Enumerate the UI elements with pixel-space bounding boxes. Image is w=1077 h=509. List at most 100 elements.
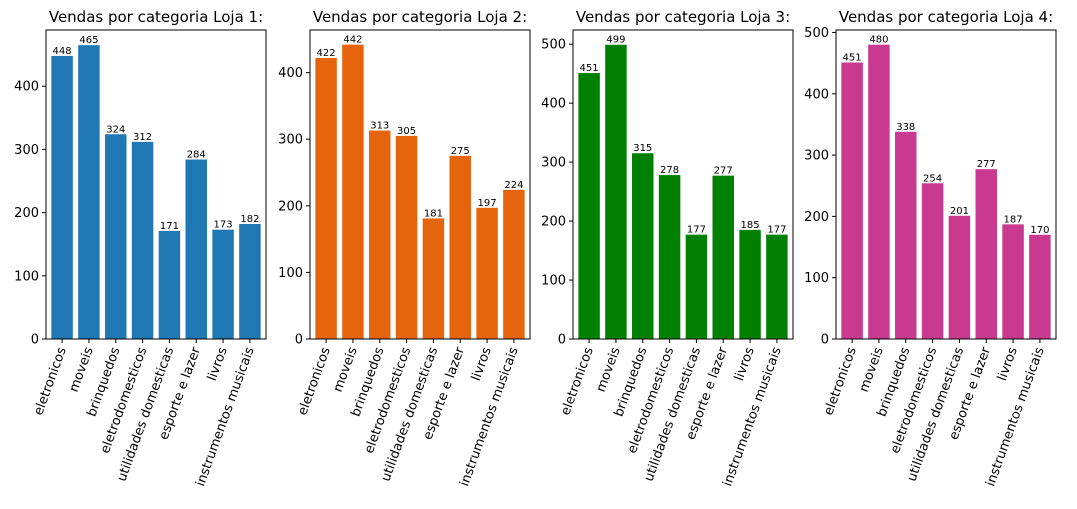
y-tick-label: 400 bbox=[541, 97, 566, 112]
data-label: 313 bbox=[370, 121, 389, 132]
y-tick-label: 200 bbox=[14, 206, 39, 221]
chart-panel-2: Vendas por categoria Loja 2: 422 442 313 305… bbox=[278, 8, 531, 488]
plot-frame bbox=[309, 29, 531, 340]
chart-title: Vendas por categoria Loja 4: bbox=[839, 8, 1053, 26]
bar-2 bbox=[605, 44, 627, 339]
bar-6 bbox=[712, 175, 734, 339]
bar-7 bbox=[1002, 224, 1024, 339]
y-tick-label: 300 bbox=[14, 143, 39, 158]
data-label: 315 bbox=[633, 143, 652, 154]
bar-8 bbox=[503, 189, 525, 339]
plot-frame bbox=[572, 29, 794, 340]
y-tick-label: 500 bbox=[804, 26, 829, 41]
data-label: 442 bbox=[343, 35, 362, 46]
data-label: 171 bbox=[160, 221, 179, 232]
data-label: 277 bbox=[977, 159, 996, 170]
data-label: 170 bbox=[1030, 225, 1049, 236]
data-label: 224 bbox=[504, 180, 523, 191]
x-tick-label: livros bbox=[205, 345, 231, 383]
data-label: 338 bbox=[896, 122, 915, 133]
x-tick-label: livros bbox=[732, 345, 758, 383]
data-label: 305 bbox=[397, 126, 416, 137]
bar-5 bbox=[685, 234, 708, 339]
chart-title: Vendas por categoria Loja 3: bbox=[576, 8, 790, 26]
bar-6 bbox=[975, 169, 997, 339]
bar-2 bbox=[342, 44, 364, 339]
bar-7 bbox=[739, 229, 761, 339]
bar-5 bbox=[422, 218, 445, 339]
bar-4 bbox=[658, 175, 681, 339]
x-tick-label: livros bbox=[995, 345, 1021, 383]
x-tick-label: livros bbox=[469, 345, 495, 383]
y-tick-label: 200 bbox=[278, 199, 303, 214]
y-tick-label: 100 bbox=[278, 266, 303, 281]
x-tick-label: moveis bbox=[857, 345, 887, 394]
bar-5 bbox=[158, 230, 181, 339]
plot-frame bbox=[45, 29, 267, 340]
chart-panel-1: Vendas por categoria Loja 1: 448 465 324 312… bbox=[14, 8, 267, 488]
data-label: 254 bbox=[923, 173, 942, 184]
bar-4 bbox=[131, 141, 154, 339]
data-label: 177 bbox=[687, 225, 706, 236]
bar-5 bbox=[948, 215, 971, 339]
bar-6 bbox=[185, 159, 207, 339]
plot-frame bbox=[835, 29, 1057, 340]
data-label: 177 bbox=[767, 225, 786, 236]
x-tick-label: eletronicos bbox=[295, 345, 334, 417]
data-label: 465 bbox=[79, 35, 98, 46]
data-label: 284 bbox=[187, 150, 206, 161]
data-label: 422 bbox=[317, 48, 336, 59]
data-label: 480 bbox=[869, 35, 888, 46]
data-label: 201 bbox=[950, 206, 969, 217]
bar-2 bbox=[868, 44, 890, 339]
bar-3 bbox=[369, 130, 391, 339]
bar-7 bbox=[212, 229, 234, 339]
bar-2 bbox=[78, 45, 100, 339]
bar-3 bbox=[632, 153, 654, 339]
bar-3 bbox=[105, 134, 127, 339]
bar-8 bbox=[1029, 234, 1051, 339]
bar-4 bbox=[395, 135, 418, 339]
data-label: 448 bbox=[53, 46, 72, 57]
bar-1 bbox=[51, 55, 73, 340]
data-label: 187 bbox=[1004, 214, 1023, 225]
y-tick-label: 100 bbox=[804, 271, 829, 286]
bar-8 bbox=[239, 223, 261, 339]
x-tick-label: eletronicos bbox=[558, 345, 597, 417]
bar-1 bbox=[841, 62, 863, 339]
y-tick-label: 300 bbox=[541, 156, 566, 171]
x-tick-label: moveis bbox=[594, 345, 624, 394]
y-tick-label: 100 bbox=[14, 269, 39, 284]
y-tick-label: 400 bbox=[278, 66, 303, 81]
y-tick-label: 300 bbox=[804, 149, 829, 164]
chart-panel-3: Vendas por categoria Loja 3: 451 499 315 278… bbox=[541, 8, 794, 488]
bar-6 bbox=[449, 155, 471, 339]
chart-title: Vendas por categoria Loja 1: bbox=[49, 8, 263, 26]
x-tick-label: instrumentos musicais bbox=[193, 345, 257, 488]
bar-8 bbox=[766, 234, 788, 339]
chart-title: Vendas por categoria Loja 2: bbox=[313, 8, 527, 26]
bar-7 bbox=[476, 207, 498, 339]
y-tick-label: 400 bbox=[804, 87, 829, 102]
data-label: 499 bbox=[606, 35, 625, 46]
y-tick-label: 100 bbox=[541, 274, 566, 289]
bar-4 bbox=[921, 183, 944, 339]
x-tick-label: instrumentos musicais bbox=[720, 345, 784, 488]
data-label: 275 bbox=[451, 146, 470, 157]
y-tick-label: 200 bbox=[541, 215, 566, 230]
data-label: 181 bbox=[424, 208, 443, 219]
data-label: 185 bbox=[741, 220, 760, 231]
data-label: 197 bbox=[478, 198, 497, 209]
x-tick-label: instrumentos musicais bbox=[983, 345, 1047, 488]
y-tick-label: 0 bbox=[821, 333, 829, 348]
bar-3 bbox=[895, 131, 917, 339]
data-label: 182 bbox=[240, 214, 259, 225]
x-tick-label: moveis bbox=[67, 345, 97, 394]
data-label: 312 bbox=[133, 132, 152, 143]
data-label: 451 bbox=[580, 63, 599, 74]
data-label: 173 bbox=[214, 220, 233, 231]
data-label: 324 bbox=[106, 124, 125, 135]
x-tick-label: instrumentos musicais bbox=[457, 345, 521, 488]
y-tick-label: 0 bbox=[31, 333, 39, 348]
